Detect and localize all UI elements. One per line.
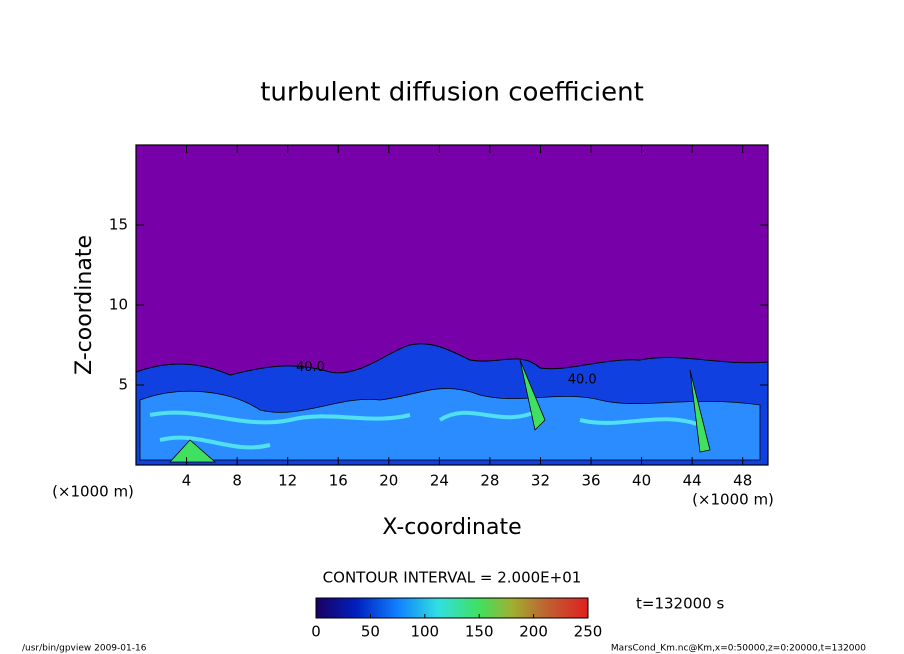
x-tick-label: 20 [379,472,398,490]
x-tick-label: 12 [278,472,297,490]
colorbar-tick-label: 0 [311,623,321,641]
x-tick-label: 48 [733,472,752,490]
footer-right: MarsCond_Km.nc@Km,x=0:50000,z=0:20000,t=… [611,644,866,654]
colorbar [315,597,589,619]
colorbar-tick-label: 100 [410,623,439,641]
footer-left: /usr/bin/gpview 2009-01-16 [22,644,147,654]
x-tick-label: 32 [531,472,550,490]
y-unit: (×1000 m) [692,491,774,509]
time-label: t=132000 s [636,595,724,613]
x-tick-label: 40 [632,472,651,490]
y-axis-label: Z-coordinate [72,235,97,375]
contour-label: 40.0 [568,373,597,388]
y-tick-label: 15 [109,216,128,234]
streak [149,408,701,450]
x-tick-label: 44 [683,472,702,490]
colorbar-tick-label: 250 [574,623,603,641]
y-tick-label: 5 [118,376,128,394]
x-tick-label: 16 [329,472,348,490]
x-axis-label: X-coordinate [382,515,521,540]
field [136,145,768,465]
x-unit: (×1000 m) [52,483,134,501]
x-tick-label: 4 [182,472,192,490]
x-tick-label: 8 [232,472,242,490]
x-tick-label: 24 [430,472,449,490]
x-tick-label: 28 [480,472,499,490]
chart-title: turbulent diffusion coefficient [260,78,644,108]
turbulent-core [139,388,761,461]
colorbar-tick-label: 150 [465,623,494,641]
contour-label: 40.0 [296,360,325,375]
streak [169,359,711,463]
y-tick-label: 10 [109,296,128,314]
colorbar-tick-label: 50 [361,623,380,641]
colorbar-tick-label: 200 [519,623,548,641]
contour-interval: CONTOUR INTERVAL = 2.000E+01 [323,569,582,587]
x-tick-label: 36 [581,472,600,490]
